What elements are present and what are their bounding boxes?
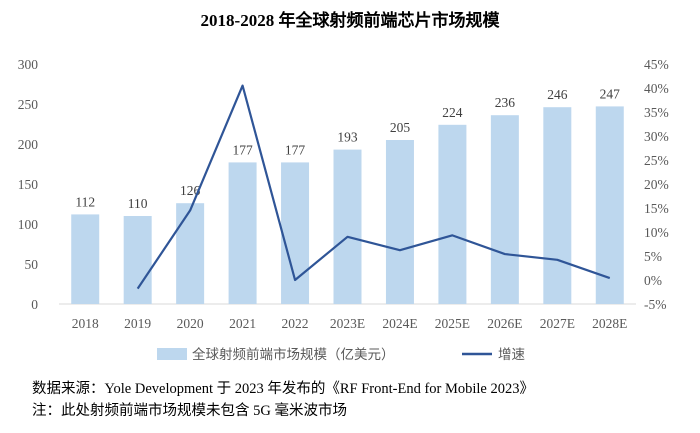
x-tick-label: 2024E [382,316,417,331]
bar [595,106,624,305]
bar-data-label: 112 [75,194,95,209]
right-tick-label: 0% [644,273,662,288]
right-tick-label: 10% [644,225,669,240]
chart-title: 2018-2028 年全球射频前端芯片市场规模 [200,11,500,30]
x-tick-label: 2018 [72,316,99,331]
bar-data-label: 205 [390,120,411,135]
bar [438,124,467,304]
right-tick-label: 25% [644,153,669,168]
right-tick-label: 35% [644,105,669,120]
right-tick-label: 15% [644,201,669,216]
right-tick-label: 20% [644,177,669,192]
bar-data-label: 110 [128,196,148,211]
growth-line [136,84,611,290]
bar-data-label: 177 [232,142,253,157]
bar [543,107,572,304]
left-tick-label: 200 [18,137,39,152]
bar [281,162,310,304]
legend-bar-swatch [157,348,187,360]
source-note: 数据来源：Yole Development 于 2023 年发布的《RF Fro… [32,381,534,397]
bar [385,140,414,304]
x-tick-label: 2027E [540,316,575,331]
bar [71,214,100,304]
bar-data-label: 193 [337,130,358,145]
legend-bar-label: 全球射频前端市场规模（亿美元） [192,346,395,362]
left-tick-label: 0 [31,297,38,312]
x-tick-label: 2019 [124,316,151,331]
left-tick-label: 100 [18,217,39,232]
x-tick-label: 2025E [435,316,470,331]
right-tick-label: 40% [644,81,669,96]
bar [123,216,152,304]
right-tick-label: -5% [644,297,667,312]
bar-data-label: 236 [495,95,516,110]
x-tick-label: 2026E [487,316,522,331]
footnote: 注：此处射频前端市场规模未包含 5G 毫米波市场 [32,403,347,419]
bar-data-label: 247 [600,86,621,101]
x-tick-label: 2023E [330,316,365,331]
chart: 0 50 100 150 200 250 300 -5% 0% 5% 10% 15% 20% 25% 30%… [18,57,669,362]
x-tick-label: 2028E [592,316,627,331]
bar [176,203,205,304]
left-tick-label: 50 [25,257,39,272]
bar-data-label: 126 [180,183,201,198]
right-tick-label: 45% [644,57,669,72]
x-tick-label: 2022 [282,316,309,331]
bar [490,115,519,304]
legend-line-label: 增速 [498,347,525,362]
right-tick-label: 30% [644,129,669,144]
bar [333,149,362,304]
left-tick-label: 300 [18,57,39,72]
x-tick-label: 2020 [177,316,204,331]
left-tick-label: 250 [18,97,39,112]
right-tick-label: 5% [644,249,662,264]
left-tick-label: 150 [18,177,39,192]
bar-data-label: 224 [442,105,463,120]
bar-data-label: 177 [285,142,306,157]
bar [228,162,257,304]
x-tick-label: 2021 [229,316,256,331]
bar-data-label: 246 [547,87,568,102]
